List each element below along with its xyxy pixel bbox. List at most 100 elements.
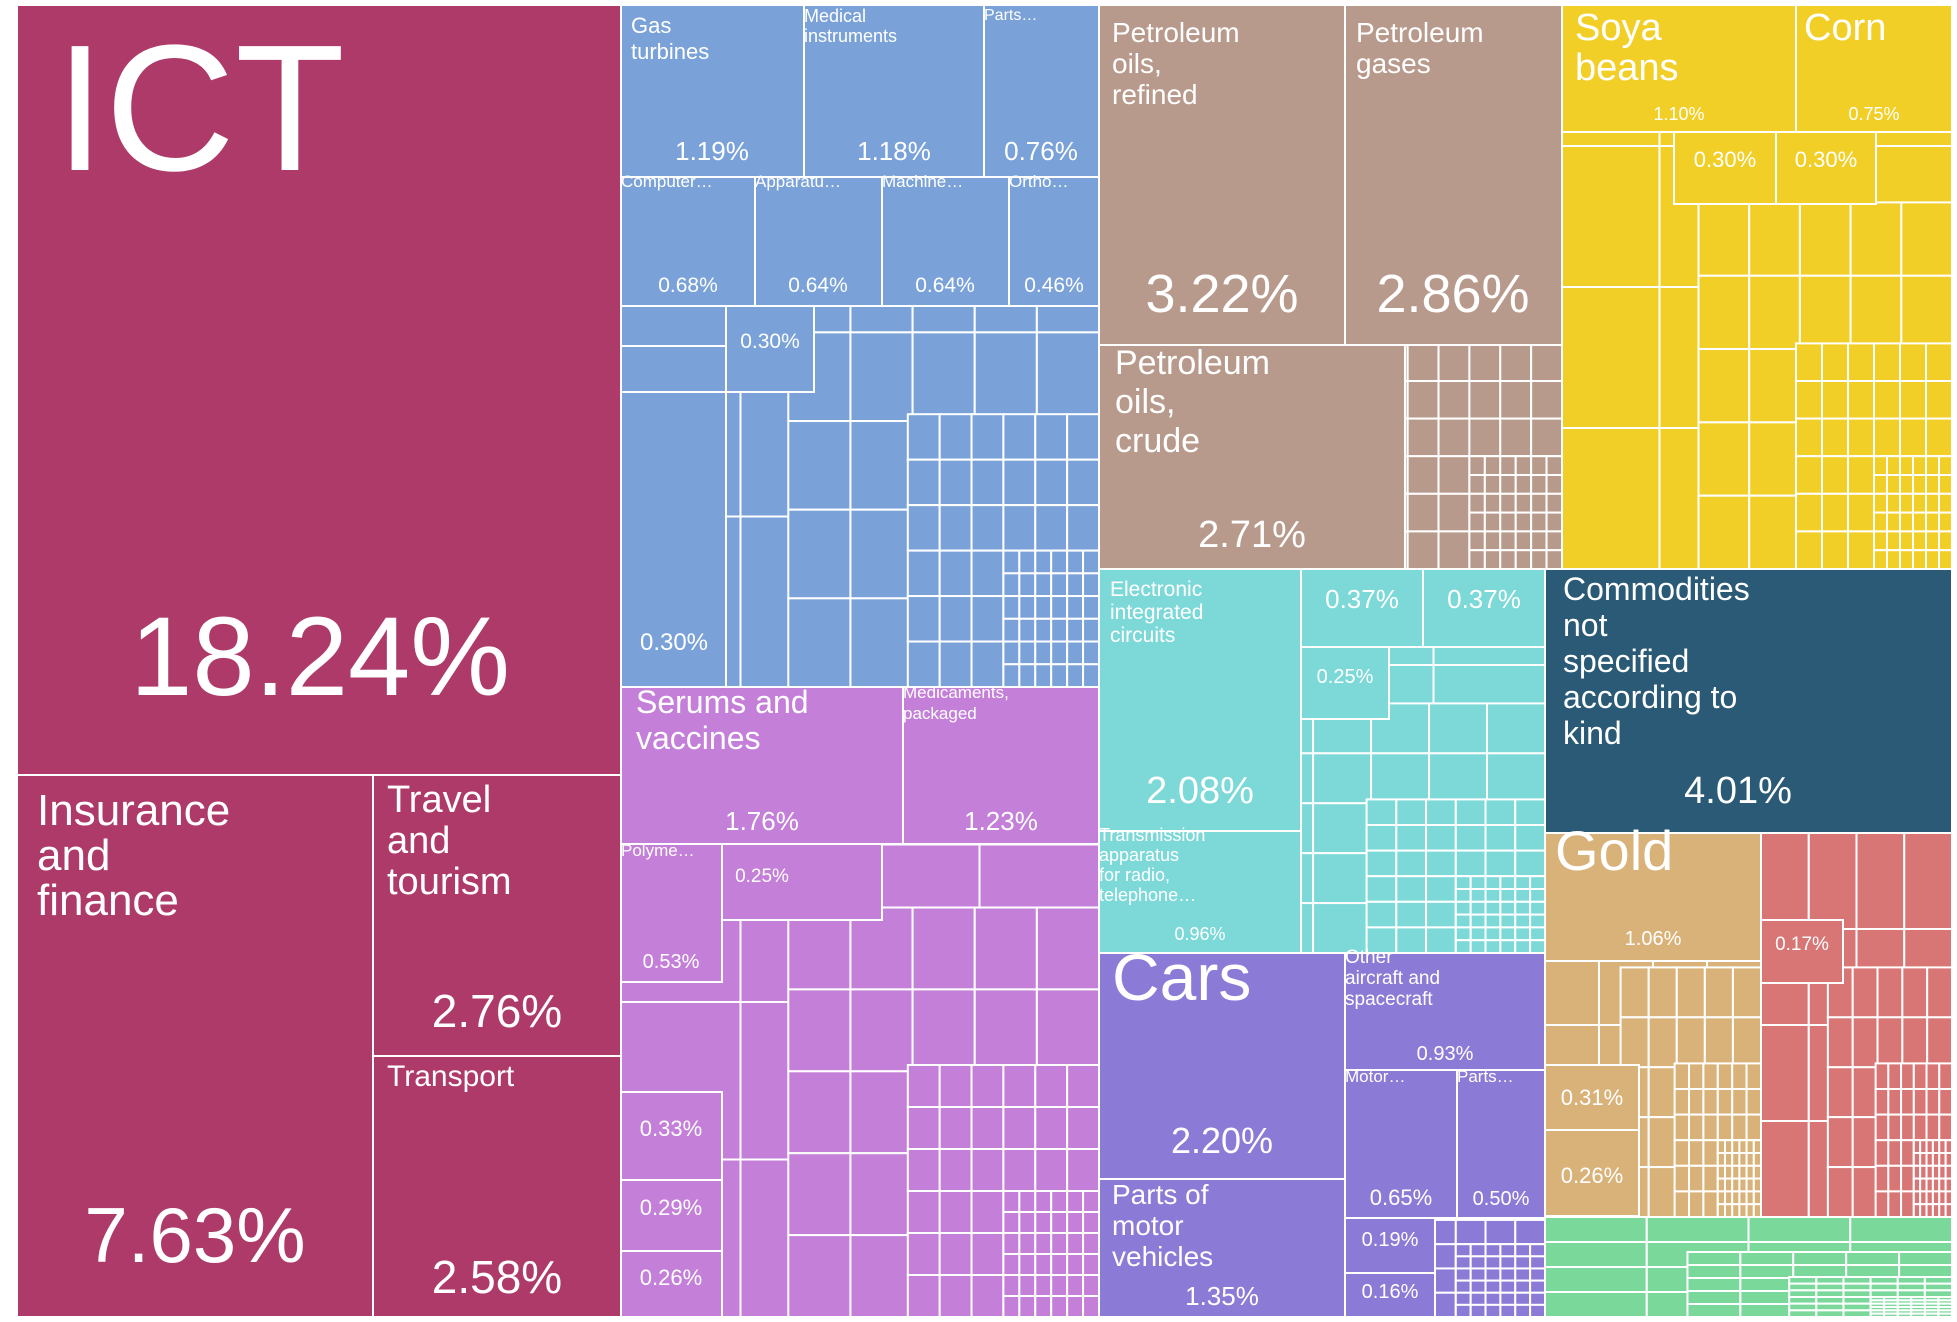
filler-tile	[1018, 617, 1037, 643]
tile-label-gold: Gold	[1555, 819, 1673, 882]
filler-tile	[1483, 549, 1502, 571]
tile-label-petroleum-oils-refined: refined	[1112, 79, 1198, 110]
filler-tile	[1002, 1274, 1021, 1297]
filler-tile	[1454, 1267, 1472, 1282]
filler-tile	[1437, 342, 1471, 382]
tile-label-other-aircraft: spacecraft	[1345, 989, 1433, 1010]
filler-tile	[1406, 455, 1440, 495]
filler-tile	[1731, 1177, 1741, 1193]
filler-tile	[1454, 939, 1472, 955]
filler-tile	[1874, 1088, 1890, 1116]
filler-tile	[938, 413, 973, 461]
filler-tile	[1937, 1312, 1954, 1318]
filler-tile	[1066, 1253, 1085, 1276]
filler-tile	[1395, 824, 1428, 852]
filler-tile	[1529, 939, 1546, 955]
filler-tile	[787, 906, 852, 991]
filler-tile	[1923, 1312, 1940, 1318]
tile-value-ict: 18.24%	[130, 594, 510, 719]
filler-tile	[1842, 1276, 1872, 1285]
filler-tile	[1925, 492, 1940, 514]
tile-value-petroleum-oils-crude: 2.71%	[1198, 514, 1306, 556]
filler-tile	[1486, 752, 1547, 805]
filler-tile	[1066, 504, 1100, 552]
filler-tile	[1886, 511, 1901, 533]
tile-label-other-aircraft: Other	[1345, 947, 1393, 968]
tile-polymers	[620, 843, 723, 983]
filler-tile	[1745, 1152, 1755, 1167]
tile-value-ortho: 0.46%	[1024, 274, 1084, 297]
filler-tile	[1847, 380, 1875, 420]
filler-tile	[1082, 640, 1100, 666]
filler-tile	[1469, 1303, 1487, 1319]
filler-tile	[1002, 1064, 1037, 1108]
tile-apparatus	[754, 176, 883, 307]
filler-tile	[1686, 1277, 1742, 1292]
filler-tile	[1499, 417, 1533, 458]
filler-tile	[970, 504, 1005, 552]
filler-tile	[938, 1106, 973, 1150]
filler-tile	[1499, 342, 1533, 382]
filler-tile	[1370, 752, 1431, 805]
filler-tile	[1900, 1190, 1915, 1219]
filler-tile	[1499, 926, 1517, 942]
filler-tile	[970, 1064, 1005, 1108]
filler-tile	[1702, 1062, 1719, 1091]
filler-tile	[1018, 595, 1037, 620]
filler-tile	[1425, 926, 1457, 955]
filler-tile	[1745, 1164, 1755, 1180]
filler-tile	[1619, 966, 1650, 1019]
filler-tile	[1034, 1190, 1053, 1213]
filler-tile	[1468, 342, 1502, 382]
tile-transport-services	[372, 1055, 622, 1318]
filler-tile	[1066, 595, 1085, 620]
filler-tile	[1066, 572, 1085, 598]
filler-tile	[1002, 549, 1021, 575]
tile-label-insurance-finance: and	[37, 831, 110, 880]
filler-tile	[1468, 511, 1486, 533]
filler-tile	[1514, 849, 1547, 878]
tile-label-machines: Machine…	[882, 172, 963, 191]
filler-tile	[1034, 1211, 1053, 1234]
tile-label-motor: Motor…	[1345, 1067, 1405, 1086]
filler-tile	[906, 1232, 941, 1276]
filler-tile	[1034, 640, 1053, 666]
tile-gold	[1544, 832, 1762, 962]
filler-tile	[1938, 455, 1953, 477]
filler-tile	[1938, 549, 1953, 571]
tile-value-polymers: 0.53%	[643, 951, 700, 973]
filler-tile	[1514, 511, 1533, 533]
filler-tile	[1034, 1148, 1069, 1192]
filler-tile	[1923, 1276, 1954, 1285]
filler-tile	[1738, 1164, 1748, 1180]
filler-tile	[1002, 1106, 1037, 1150]
filler-tile	[1899, 549, 1914, 571]
filler-tile	[1926, 966, 1954, 1019]
filler-tile	[911, 331, 976, 423]
filler-tile	[1925, 549, 1940, 571]
filler-tile	[1724, 1152, 1734, 1167]
filler-tile	[1499, 549, 1517, 571]
filler-tile	[1686, 1303, 1742, 1318]
tile-electronics-small-b	[1422, 568, 1546, 648]
filler-tile	[1807, 832, 1858, 930]
filler-tile	[1050, 640, 1069, 666]
filler-tile	[1514, 1291, 1532, 1306]
tile-value-chem-small-c: 0.29%	[640, 1195, 702, 1220]
filler-tile	[787, 420, 852, 511]
filler-tile	[1468, 549, 1486, 571]
tile-other-aircraft	[1344, 952, 1546, 1071]
filler-tile	[1925, 417, 1953, 458]
filler-tile	[1925, 380, 1953, 420]
filler-tile	[1034, 663, 1053, 688]
filler-tile	[1703, 966, 1734, 1019]
filler-tile	[1484, 1291, 1502, 1306]
filler-tile	[1873, 380, 1901, 420]
filler-tile	[1499, 492, 1517, 514]
filler-tile	[1483, 455, 1502, 477]
filler-tile	[1082, 549, 1100, 575]
filler-tile	[1529, 926, 1546, 942]
filler-tile	[1050, 663, 1069, 688]
filler-tile	[1944, 1152, 1953, 1167]
filler-tile	[1738, 1190, 1748, 1206]
